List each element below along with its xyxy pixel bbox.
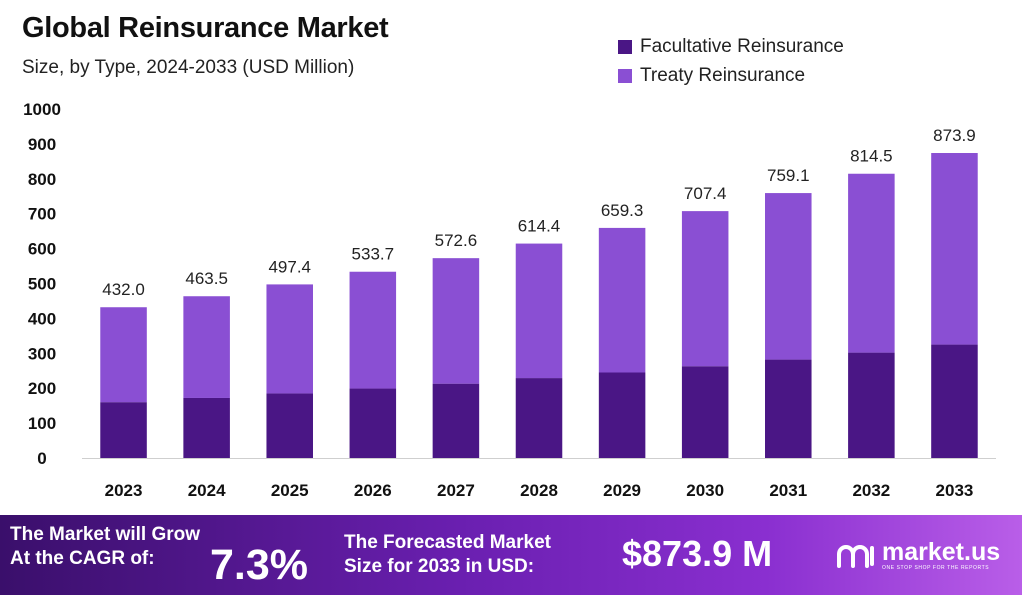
bar-total-label: 572.6 (435, 231, 478, 250)
y-tick-label: 1000 (23, 100, 61, 119)
bar-segment-treaty (598, 227, 646, 373)
y-tick-label: 300 (28, 344, 56, 363)
bar-total-label: 463.5 (185, 269, 228, 288)
y-tick-label: 700 (28, 205, 56, 224)
bar-segment-facultative (266, 393, 313, 458)
bar-total-label: 707.4 (684, 184, 727, 203)
cagr-label-line2: At the CAGR of: (10, 548, 155, 569)
forecast-value: $873.9 M (622, 533, 773, 574)
legend-item-facultative: Facultative Reinsurance (618, 32, 844, 61)
bar-segment-facultative (349, 388, 397, 458)
bar-total-label: 814.5 (850, 147, 893, 166)
bar-total-label: 533.7 (352, 245, 395, 264)
legend-swatch-treaty (618, 68, 632, 83)
x-tick-label: 2029 (603, 481, 641, 500)
bar-segment-treaty (681, 211, 729, 367)
chart-legend: Facultative Reinsurance Treaty Reinsuran… (618, 32, 844, 90)
bar-segment-treaty (266, 284, 313, 394)
footer-banner: The Market will Grow At the CAGR of: 7.3… (0, 515, 1022, 595)
chart-header: Global Reinsurance Market Size, by Type,… (22, 12, 389, 79)
legend-label-facultative: Facultative Reinsurance (640, 35, 844, 57)
chart-title: Global Reinsurance Market (22, 12, 389, 44)
brand-text: market.us ONE STOP SHOP FOR THE REPORTS (882, 539, 1000, 571)
forecast-label-line2: Size for 2033 in USD: (344, 556, 535, 577)
brand-tagline: ONE STOP SHOP FOR THE REPORTS (882, 565, 990, 571)
bar-total-label: 873.9 (933, 126, 976, 145)
x-tick-label: 2032 (852, 481, 890, 500)
bar-total-label: 432.0 (102, 280, 145, 299)
bar-total-label: 614.4 (518, 217, 561, 236)
x-tick-label: 2033 (936, 481, 974, 500)
bar-segment-facultative (765, 359, 812, 458)
bar-segment-facultative (432, 383, 480, 458)
bar-segment-facultative (848, 352, 895, 458)
x-tick-label: 2024 (188, 481, 226, 500)
bar-total-label: 659.3 (601, 201, 644, 220)
bar-segment-treaty (848, 173, 895, 353)
cagr-label-line1: The Market will Grow (10, 524, 201, 545)
y-tick-label: 600 (28, 240, 56, 259)
x-tick-label: 2031 (769, 481, 807, 500)
y-tick-label: 900 (28, 135, 56, 154)
bar-segment-facultative (681, 366, 729, 458)
x-tick-label: 2027 (437, 481, 475, 500)
y-tick-label: 400 (28, 309, 56, 328)
bar-segment-facultative (598, 372, 646, 458)
legend-label-treaty: Treaty Reinsurance (640, 64, 806, 86)
y-tick-label: 800 (28, 170, 56, 189)
bar-segment-treaty (100, 307, 147, 403)
brand-logo-block: market.us ONE STOP SHOP FOR THE REPORTS (836, 539, 1000, 571)
cagr-label: The Market will Grow At the CAGR of: (10, 523, 200, 571)
y-tick-label: 100 (28, 414, 56, 433)
bar-segment-treaty (432, 258, 480, 384)
cagr-value: 7.3% (210, 541, 309, 589)
bar-total-label: 759.1 (767, 166, 810, 185)
bar-segment-treaty (183, 296, 230, 398)
y-tick-label: 0 (37, 449, 46, 468)
forecast-label-line1: The Forecasted Market (344, 532, 551, 553)
bar-segment-facultative (931, 344, 978, 458)
y-tick-label: 500 (28, 275, 56, 294)
x-tick-label: 2023 (105, 481, 143, 500)
bar-segment-treaty (765, 193, 812, 360)
bar-total-label: 497.4 (268, 257, 311, 276)
bar-segment-treaty (931, 153, 978, 345)
y-tick-label: 200 (28, 379, 56, 398)
x-tick-label: 2030 (686, 481, 724, 500)
legend-swatch-facultative (618, 39, 632, 54)
forecast-label: The Forecasted Market Size for 2033 in U… (344, 531, 551, 579)
bar-segment-treaty (349, 271, 397, 389)
bar-segment-facultative (100, 402, 147, 458)
bar-segment-facultative (183, 397, 230, 458)
x-tick-label: 2028 (520, 481, 558, 500)
chart-subtitle: Size, by Type, 2024-2033 (USD Million) (22, 57, 355, 78)
market-us-logo-icon (837, 545, 874, 568)
bar-chart: 0 100 200 300 400 500 600 700 800 900 1000 432.0 202… (23, 100, 996, 500)
brand-name: market.us (882, 538, 1001, 566)
bar-segment-treaty (515, 243, 563, 379)
x-tick-label: 2025 (271, 481, 309, 500)
x-tick-label: 2026 (354, 481, 392, 500)
legend-item-treaty: Treaty Reinsurance (618, 61, 844, 90)
bar-segment-facultative (515, 378, 563, 458)
